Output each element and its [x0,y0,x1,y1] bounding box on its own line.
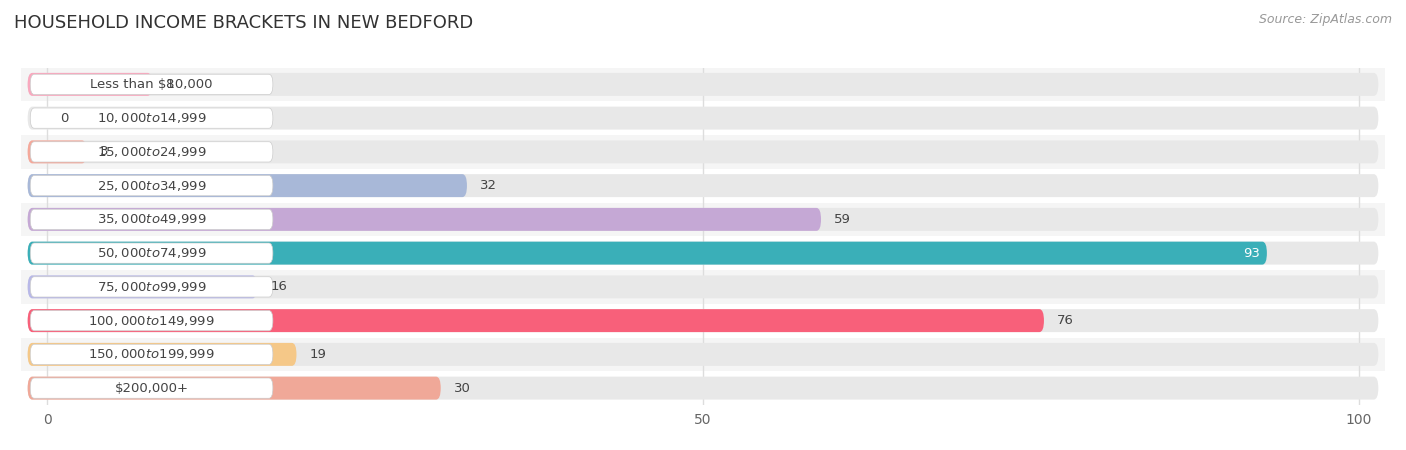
Bar [0,169,1406,202]
Bar [0,101,1406,135]
Text: 16: 16 [270,280,287,293]
Bar [0,236,1406,270]
Text: 76: 76 [1057,314,1074,327]
FancyBboxPatch shape [28,242,1267,265]
FancyBboxPatch shape [28,377,1378,400]
Text: 30: 30 [454,382,471,395]
FancyBboxPatch shape [28,275,1378,298]
Bar [0,68,1406,101]
Text: $100,000 to $149,999: $100,000 to $149,999 [89,314,215,328]
Text: $15,000 to $24,999: $15,000 to $24,999 [97,145,207,159]
FancyBboxPatch shape [28,275,257,298]
Text: $35,000 to $49,999: $35,000 to $49,999 [97,212,207,226]
Text: 59: 59 [834,213,851,226]
Text: $25,000 to $34,999: $25,000 to $34,999 [97,179,207,193]
Text: HOUSEHOLD INCOME BRACKETS IN NEW BEDFORD: HOUSEHOLD INCOME BRACKETS IN NEW BEDFORD [14,14,474,32]
FancyBboxPatch shape [28,140,87,163]
Text: 93: 93 [1243,247,1260,260]
FancyBboxPatch shape [31,344,273,364]
Bar [0,270,1406,304]
Text: 8: 8 [166,78,174,91]
FancyBboxPatch shape [28,208,1378,231]
Text: Source: ZipAtlas.com: Source: ZipAtlas.com [1258,14,1392,27]
FancyBboxPatch shape [28,343,1378,366]
Text: $150,000 to $199,999: $150,000 to $199,999 [89,347,215,361]
Text: $50,000 to $74,999: $50,000 to $74,999 [97,246,207,260]
FancyBboxPatch shape [31,209,273,230]
FancyBboxPatch shape [28,309,1045,332]
FancyBboxPatch shape [31,310,273,331]
FancyBboxPatch shape [28,107,1378,130]
Text: $75,000 to $99,999: $75,000 to $99,999 [97,280,207,294]
FancyBboxPatch shape [28,377,440,400]
FancyBboxPatch shape [28,73,1378,96]
Bar [0,304,1406,338]
Text: $200,000+: $200,000+ [114,382,188,395]
Text: $10,000 to $14,999: $10,000 to $14,999 [97,111,207,125]
FancyBboxPatch shape [31,277,273,297]
Bar [0,135,1406,169]
Text: 19: 19 [309,348,326,361]
FancyBboxPatch shape [31,74,273,94]
FancyBboxPatch shape [31,378,273,398]
Bar [0,371,1406,405]
FancyBboxPatch shape [31,243,273,263]
FancyBboxPatch shape [28,174,1378,197]
FancyBboxPatch shape [31,142,273,162]
Text: 3: 3 [100,145,108,158]
FancyBboxPatch shape [28,242,1378,265]
Bar [0,338,1406,371]
FancyBboxPatch shape [28,174,467,197]
FancyBboxPatch shape [28,343,297,366]
Text: 32: 32 [479,179,498,192]
FancyBboxPatch shape [28,309,1378,332]
FancyBboxPatch shape [28,73,152,96]
Text: Less than $10,000: Less than $10,000 [90,78,212,91]
FancyBboxPatch shape [28,208,821,231]
Text: 0: 0 [60,112,69,125]
FancyBboxPatch shape [31,108,273,128]
FancyBboxPatch shape [28,140,1378,163]
Bar [0,202,1406,236]
FancyBboxPatch shape [31,176,273,196]
